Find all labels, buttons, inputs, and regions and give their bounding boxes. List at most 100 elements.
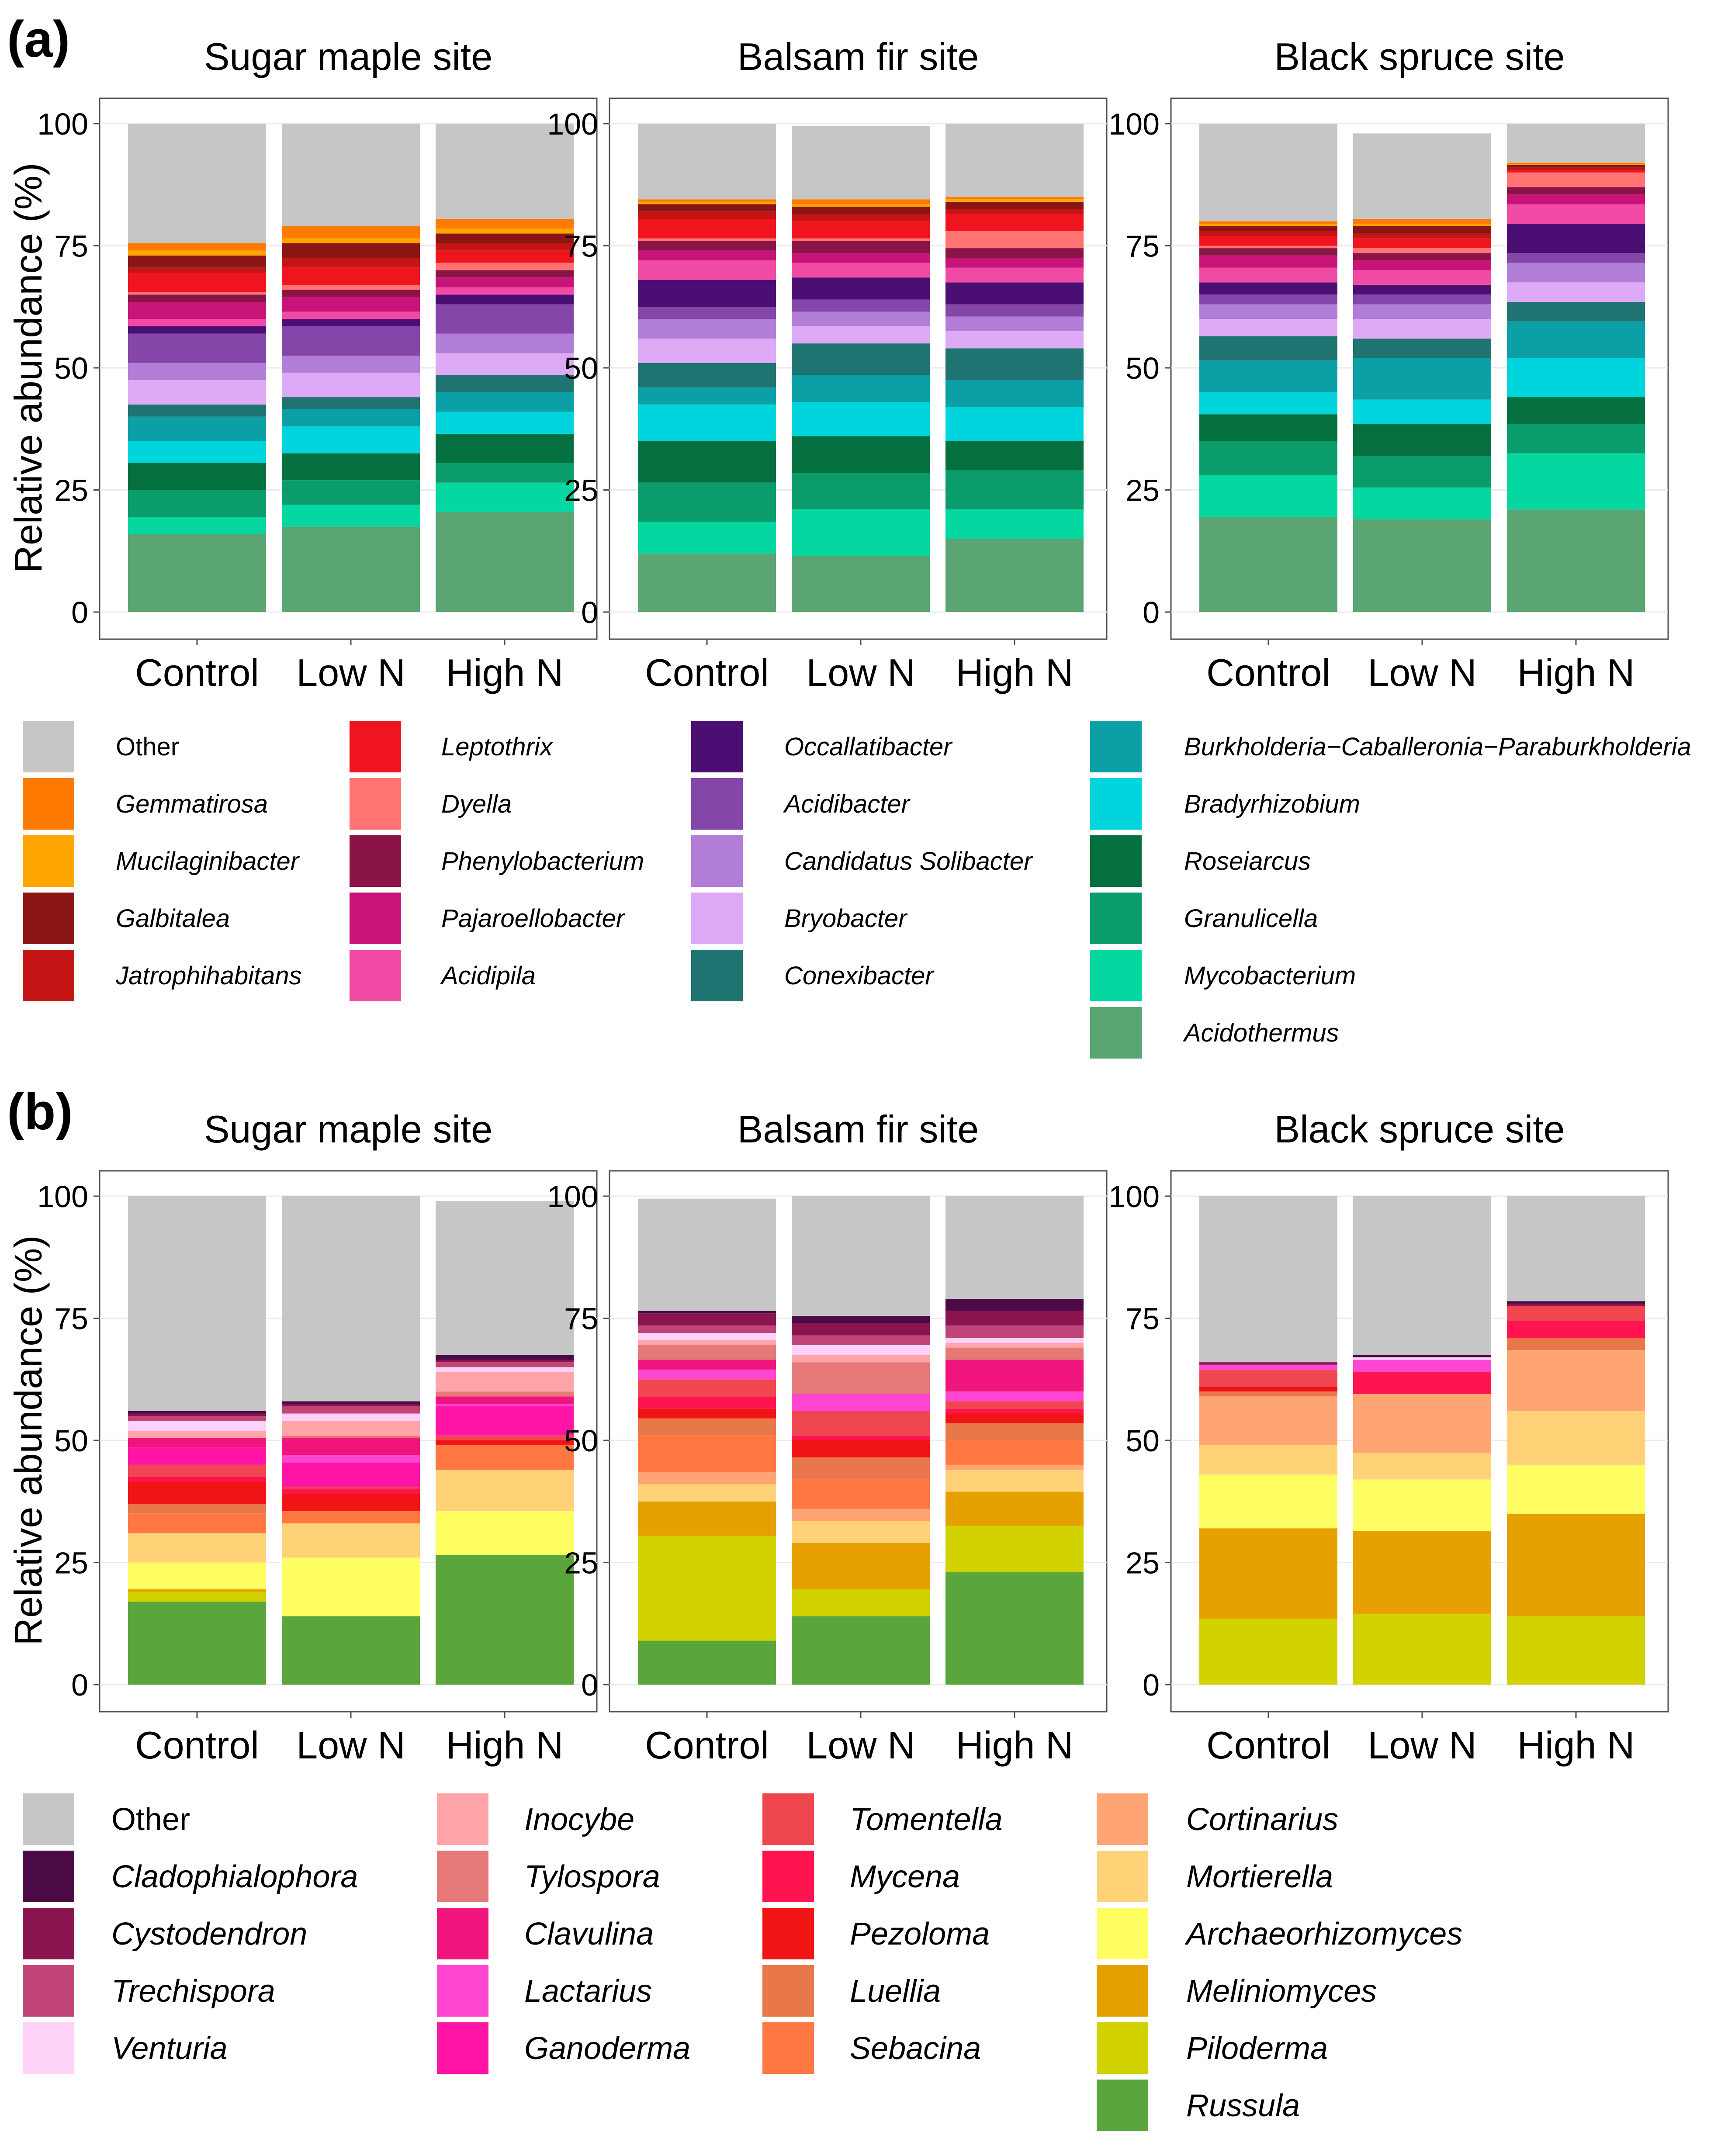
bar-segment bbox=[1507, 187, 1645, 195]
bar-segment bbox=[792, 1435, 930, 1440]
legend-item: Luellia bbox=[762, 1965, 941, 2017]
legend-swatch bbox=[1090, 1007, 1142, 1059]
bar-segment bbox=[282, 1421, 420, 1436]
legend-swatch bbox=[1097, 2022, 1148, 2074]
y-tick-label: 25 bbox=[54, 474, 88, 508]
bar-segment bbox=[1353, 487, 1491, 519]
bar-segment bbox=[128, 534, 266, 612]
bar-segment bbox=[1353, 456, 1491, 488]
bar-segment bbox=[792, 1345, 930, 1355]
legend-swatch bbox=[350, 721, 401, 772]
bar-segment bbox=[1507, 194, 1645, 204]
legend-label: Venturia bbox=[111, 2031, 228, 2066]
bar-segment bbox=[1507, 163, 1645, 164]
bar-segment bbox=[1353, 1394, 1491, 1453]
bar-segment bbox=[282, 284, 420, 290]
bar-segment bbox=[1507, 424, 1645, 453]
facet-title: Sugar maple site bbox=[204, 35, 492, 78]
legend-label: Mycobacterium bbox=[1184, 962, 1356, 990]
bar-2 bbox=[792, 1196, 930, 1685]
legend-item: Venturia bbox=[23, 2022, 228, 2074]
legend-swatch bbox=[1090, 950, 1142, 1001]
legend-item: Pezoloma bbox=[762, 1908, 990, 1959]
bar-segment bbox=[1199, 267, 1337, 283]
bar-segment bbox=[638, 199, 776, 202]
bar-segment bbox=[1199, 246, 1337, 249]
facet-3: Black spruce site 0 25 50 75 100 Control Low N H… bbox=[1108, 1107, 1669, 1767]
bar-segment bbox=[436, 482, 574, 512]
bar-segment bbox=[128, 490, 266, 517]
y-tick-label: 50 bbox=[54, 351, 88, 385]
bar-segment bbox=[1199, 1391, 1337, 1397]
legend-label: Tylospora bbox=[524, 1859, 660, 1894]
legend-label: Occallatibacter bbox=[784, 733, 953, 761]
bar-segment bbox=[792, 473, 930, 510]
x-tick-label: Control bbox=[135, 1723, 259, 1767]
bar-segment bbox=[1199, 336, 1337, 361]
bar-segment bbox=[1199, 1369, 1337, 1387]
bar-segment bbox=[1507, 167, 1645, 170]
bar-segment bbox=[945, 1343, 1084, 1348]
bar-segment bbox=[792, 1521, 930, 1543]
x-tick-label: High N bbox=[446, 651, 564, 694]
bar-segment bbox=[792, 241, 930, 253]
legend-item: Lactarius bbox=[437, 1965, 652, 2017]
bar-segment bbox=[1507, 1513, 1645, 1616]
y-tick-label: 75 bbox=[564, 229, 598, 263]
legend-item: Sebacina bbox=[762, 2022, 981, 2074]
bar-segment bbox=[945, 267, 1084, 283]
legend-swatch bbox=[23, 835, 74, 887]
bar-segment bbox=[282, 226, 420, 239]
bar-segment bbox=[282, 397, 420, 410]
bar-segment bbox=[1353, 133, 1491, 219]
bar-segment bbox=[638, 404, 776, 441]
bar-segment bbox=[1353, 219, 1491, 224]
y-tick-label: 75 bbox=[54, 1302, 88, 1336]
bar-segment bbox=[282, 238, 420, 243]
bar-segment bbox=[945, 1572, 1084, 1685]
bar-segment bbox=[128, 1413, 266, 1416]
y-tick-label: 100 bbox=[37, 1180, 88, 1214]
legend-label: Granulicella bbox=[1184, 904, 1318, 933]
legend-item: Leptothrix bbox=[350, 721, 554, 772]
bar-segment bbox=[945, 441, 1084, 471]
x-tick-label: Control bbox=[645, 1723, 769, 1767]
bar-segment bbox=[1199, 236, 1337, 246]
bar-segment bbox=[792, 1411, 930, 1436]
bar-segment bbox=[638, 338, 776, 363]
legend-label: Archaeorhizomyces bbox=[1184, 1917, 1462, 1952]
bar-segment bbox=[792, 1315, 930, 1323]
x-tick-label: Control bbox=[1206, 651, 1330, 694]
facet-3: Black spruce site 0 25 50 75 100 Control Low N H… bbox=[1108, 35, 1669, 694]
bar-segment bbox=[792, 556, 930, 612]
bar-3 bbox=[436, 124, 574, 612]
bar-segment bbox=[1199, 294, 1337, 305]
x-tick-label: Low N bbox=[806, 651, 915, 694]
legend-swatch bbox=[1097, 1851, 1148, 1902]
legend-label: Acidipila bbox=[440, 962, 536, 990]
bar-segment bbox=[128, 516, 266, 534]
bar-segment bbox=[1507, 1321, 1645, 1338]
bar-segment bbox=[638, 1369, 776, 1380]
bar-segment bbox=[436, 1435, 574, 1440]
legend-label: Russula bbox=[1186, 2088, 1300, 2123]
bar-segment bbox=[1353, 519, 1491, 612]
bar-segment bbox=[1199, 516, 1337, 612]
legend-swatch bbox=[762, 2022, 814, 2074]
bar-segment bbox=[436, 1445, 574, 1470]
bar-segment bbox=[128, 250, 266, 256]
legend-label: Conexibacter bbox=[784, 962, 935, 990]
bar-segment bbox=[128, 255, 266, 268]
bar-1 bbox=[128, 124, 266, 612]
bar-segment bbox=[945, 1196, 1084, 1299]
legend-label: Sebacina bbox=[850, 2031, 981, 2066]
bar-segment bbox=[945, 201, 1084, 209]
bar-segment bbox=[128, 1533, 266, 1563]
bar-segment bbox=[792, 263, 930, 278]
bar-segment bbox=[1507, 204, 1645, 224]
bar-segment bbox=[945, 1338, 1084, 1343]
legend-label: Tomentella bbox=[850, 1802, 1003, 1837]
bar-segment bbox=[792, 1323, 930, 1336]
legend-swatch bbox=[1097, 1793, 1148, 1845]
bar-segment bbox=[128, 1438, 266, 1448]
